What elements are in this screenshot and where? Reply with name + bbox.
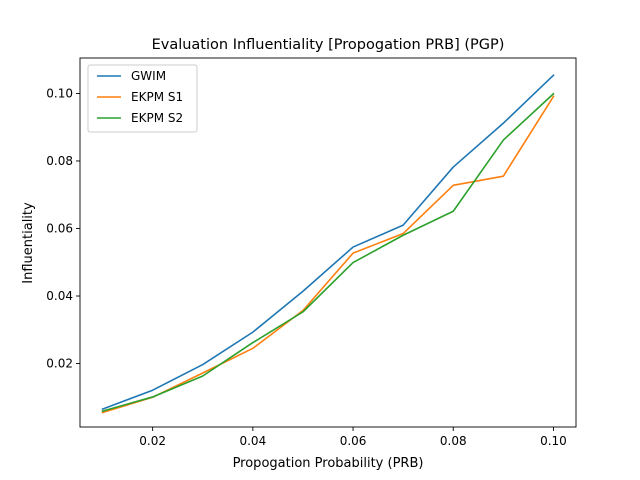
legend-label-gwim: GWIM <box>131 69 166 83</box>
plot-frame <box>79 57 577 428</box>
x-tick-label: 0.10 <box>540 434 567 448</box>
chart-title: Evaluation Influentiality [Propogation P… <box>152 37 505 53</box>
series-line-ekpm-s2 <box>101 92 555 413</box>
legend-label-ekpm-s1: EKPM S1 <box>131 90 183 104</box>
legend: GWIM EKPM S1 EKPM S2 <box>87 64 198 133</box>
x-tick-label: 0.06 <box>340 434 367 448</box>
y-tick-label: 0.10 <box>46 86 73 100</box>
y-tick-label: 0.06 <box>46 221 73 235</box>
x-axis-ticks: 0.02 0.04 0.06 0.08 0.10 <box>139 427 567 448</box>
x-tick-label: 0.02 <box>139 434 166 448</box>
y-tick-label: 0.08 <box>46 154 73 168</box>
x-axis-label: Propogation Probability (PRB) <box>233 456 424 471</box>
series-line-gwim <box>101 74 555 411</box>
series-layer <box>101 74 555 414</box>
x-tick-label: 0.08 <box>440 434 467 448</box>
y-axis-ticks: 0.02 0.04 0.06 0.08 0.10 <box>46 86 80 371</box>
y-axis-label: Influentiality <box>21 202 36 284</box>
y-tick-label: 0.04 <box>46 289 73 303</box>
legend-label-ekpm-s2: EKPM S2 <box>131 111 183 125</box>
x-tick-label: 0.04 <box>239 434 266 448</box>
y-tick-label: 0.02 <box>46 357 73 371</box>
series-line-ekpm-s1 <box>101 95 555 414</box>
legend-box <box>87 64 198 133</box>
